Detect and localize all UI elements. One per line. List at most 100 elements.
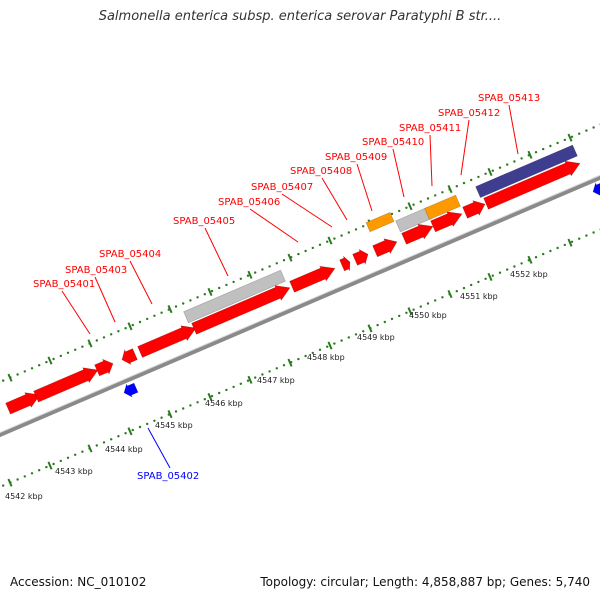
track-dot [311,351,314,355]
track-dot [45,465,48,469]
lower-major-tick [247,375,253,384]
track-dot [556,246,559,250]
track-dot [426,302,430,305]
upper-major-tick [527,150,533,159]
track-dot [340,339,343,342]
lower-major-tick [127,427,133,436]
gene-label[interactable]: SPAB_05407 [251,182,313,193]
track-dot [218,286,221,290]
gene-label[interactable]: SPAB_05403 [65,265,127,276]
track-dot [354,228,358,231]
track-dot [318,243,322,246]
track-dot [484,172,487,175]
tick-label-kbp: 4552 kbp [510,270,548,279]
track-dot [434,299,437,302]
track-dot [563,243,566,247]
gene-label[interactable]: SPAB_05413 [478,93,540,104]
track-dot [30,367,34,370]
track-dot [131,323,134,327]
track-dot [549,144,552,148]
gene-arrow-spab-05405 [191,285,291,335]
track-dot [23,370,26,373]
track-dot [275,367,278,370]
track-dot [362,330,365,333]
gene-arrow-spab-05407 [339,255,351,272]
track-dot [160,311,163,314]
track-dot [174,410,178,413]
gene-leader-line [61,290,91,335]
track-dot [232,280,235,284]
tick-label-kbp: 4551 kbp [460,292,498,301]
track-dot [2,379,5,382]
track-dot [390,212,394,216]
track-dot [138,425,142,429]
upper-major-tick [47,356,53,365]
tick-label-kbp: 4544 kbp [105,445,143,454]
tick-label-kbp: 4547 kbp [257,376,295,385]
gene-label[interactable]: SPAB_05405 [173,216,235,227]
track-dot [225,388,228,392]
track-dot [376,323,379,327]
track-dot [210,394,214,398]
gene-label[interactable]: SPAB_05406 [218,197,280,208]
track-dot [311,246,314,250]
lower-major-tick [367,324,373,333]
track-dot [174,305,178,308]
track-dot [354,333,358,336]
gene-arrow-spab-05406 [289,265,336,293]
track-dot [405,311,408,314]
track-dot [520,262,523,265]
lower-major-tick [527,255,533,264]
track-dot [225,283,228,287]
gene-label[interactable]: SPAB_05409 [325,152,387,163]
track-dot [268,265,271,268]
gene-arrow-spab-05411 [430,211,463,233]
lower-major-tick [287,358,293,367]
lower-major-tick [47,461,53,470]
track-dot [542,252,545,256]
track-dot [455,290,458,293]
gene-label[interactable]: SPAB_05412 [438,108,500,119]
track-dot [153,419,156,422]
lower-major-tick [207,392,213,402]
upper-major-tick [7,373,13,382]
gene-label[interactable]: SPAB_05404 [99,249,161,260]
track-dot [254,376,257,379]
gene-label[interactable]: SPAB_05411 [399,123,461,134]
track-dot [304,354,307,358]
track-dot [398,314,401,318]
upper-major-tick [407,202,413,211]
track-dot [52,462,55,466]
track-dot [326,345,329,348]
gene-leader-line [94,276,116,323]
tick-label-kbp: 4545 kbp [155,421,193,430]
upper-tick-track [2,123,600,382]
track-dot [362,225,365,228]
upper-major-tick [247,270,253,279]
track-dot [153,314,156,317]
track-dot [182,407,185,410]
gene-arrow-spab-05401 [33,367,99,403]
gene-arrow-blue-edge [592,182,600,196]
track-dot [210,289,214,293]
gene-leader-line [429,134,433,187]
track-dot [491,169,494,172]
track-dot [66,351,70,354]
track-dot [102,336,106,339]
gene-label[interactable]: SPAB_05401 [33,279,95,290]
gene-leader-line [508,104,519,155]
gene-leader-line [460,119,470,176]
upper-major-tick [127,322,133,331]
track-dot [138,320,142,324]
track-dot [297,252,300,256]
track-dot [117,435,120,438]
backbone-line [0,175,600,438]
gene-label[interactable]: SPAB_05402 [137,471,199,482]
track-dot [578,237,581,240]
gene-label[interactable]: SPAB_05410 [362,137,424,148]
track-dot [333,342,336,345]
track-dot [146,422,149,426]
gene-label[interactable]: SPAB_05408 [290,166,352,177]
track-dot [254,271,257,274]
